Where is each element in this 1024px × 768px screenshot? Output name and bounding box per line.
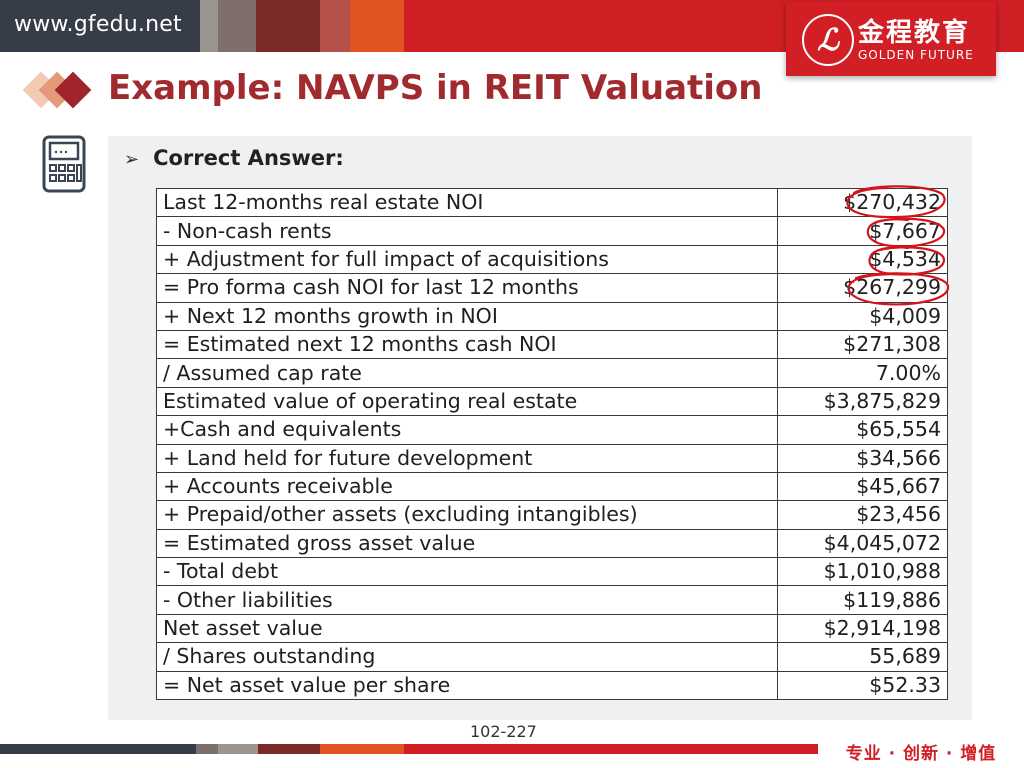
- row-label: - Other liabilities: [156, 585, 778, 615]
- row-label: = Estimated next 12 months cash NOI: [156, 329, 778, 360]
- bottom-banner: [0, 744, 1024, 754]
- answer-heading-text: Correct Answer:: [153, 146, 344, 170]
- arrow-bullet-icon: ➢: [124, 149, 140, 170]
- row-value: $52.33: [777, 670, 948, 701]
- table-row: = Estimated gross asset value $4,045,072: [156, 528, 948, 559]
- row-value: 7.00%: [777, 358, 948, 388]
- table-row: - Non-cash rents $7,667: [156, 216, 948, 246]
- table-row: + Next 12 months growth in NOI $4,009: [156, 301, 948, 331]
- banner-segment: [256, 0, 320, 52]
- logo-english-name: GOLDEN FUTURE: [858, 48, 974, 62]
- logo-emblem-icon: ℒ: [802, 14, 854, 66]
- logo-chinese-name: 金程教育: [858, 18, 971, 48]
- row-label: + Accounts receivable: [156, 471, 778, 502]
- site-url: www.gfedu.net: [14, 12, 182, 37]
- row-value: $23,456: [777, 500, 948, 530]
- calculator-icon: [42, 135, 86, 193]
- row-label: - Non-cash rents: [156, 216, 778, 246]
- table-row: + Adjustment for full impact of acquisit…: [156, 244, 948, 275]
- row-value: $34,566: [777, 443, 948, 473]
- row-value: $3,875,829: [777, 386, 948, 417]
- row-value: $45,667: [777, 471, 948, 502]
- row-value: $271,308: [777, 329, 948, 360]
- answer-heading: ➢ Correct Answer:: [124, 146, 344, 170]
- banner-segment: [320, 0, 350, 52]
- banner-segment: [320, 744, 404, 754]
- row-label: Estimated value of operating real estate: [156, 386, 778, 417]
- row-value: $2,914,198: [777, 613, 948, 644]
- row-label: = Pro forma cash NOI for last 12 months: [156, 273, 778, 303]
- table-row: Estimated value of operating real estate…: [156, 386, 948, 417]
- row-label: = Estimated gross asset value: [156, 528, 778, 559]
- table-row: / Assumed cap rate 7.00%: [156, 358, 948, 388]
- table-row: +Cash and equivalents $65,554: [156, 415, 948, 445]
- row-value: $4,045,072: [777, 528, 948, 559]
- row-label: / Shares outstanding: [156, 642, 778, 672]
- row-label: - Total debt: [156, 557, 778, 587]
- row-value: $270,432: [777, 187, 948, 218]
- row-label: / Assumed cap rate: [156, 358, 778, 388]
- row-value: $267,299: [777, 273, 948, 303]
- banner-segment: [196, 744, 218, 754]
- row-label: + Land held for future development: [156, 443, 778, 473]
- banner-segment: [0, 744, 196, 754]
- page-number: 102-227: [470, 722, 537, 741]
- row-value: $4,009: [777, 301, 948, 331]
- banner-segment: [218, 744, 258, 754]
- valuation-table: Last 12-months real estate NOI $270,432- …: [156, 187, 948, 701]
- table-row: Last 12-months real estate NOI $270,432: [156, 187, 948, 218]
- row-label: + Next 12 months growth in NOI: [156, 301, 778, 331]
- row-value: $7,667: [777, 216, 948, 246]
- table-row: = Estimated next 12 months cash NOI $271,…: [156, 329, 948, 360]
- row-label: Net asset value: [156, 613, 778, 644]
- row-value: $119,886: [777, 585, 948, 615]
- row-label: + Prepaid/other assets (excluding intang…: [156, 500, 778, 530]
- table-row: + Prepaid/other assets (excluding intang…: [156, 500, 948, 530]
- row-value: $4,534: [777, 244, 948, 275]
- diamond-bullet-icon: [22, 68, 92, 112]
- table-row: = Pro forma cash NOI for last 12 months $…: [156, 273, 948, 303]
- row-label: + Adjustment for full impact of acquisit…: [156, 244, 778, 275]
- banner-segment: [350, 0, 404, 52]
- table-row: = Net asset value per share $52.33: [156, 670, 948, 701]
- brand-logo: ℒ 金程教育 GOLDEN FUTURE: [786, 2, 996, 76]
- banner-segment: [0, 0, 200, 52]
- content-panel: ➢ Correct Answer: Last 12-months real est…: [108, 136, 972, 720]
- table-row: + Land held for future development $34,56…: [156, 443, 948, 473]
- table-row: - Total debt $1,010,988: [156, 557, 948, 587]
- table-row: Net asset value $2,914,198: [156, 613, 948, 644]
- row-label: Last 12-months real estate NOI: [156, 187, 778, 218]
- banner-segment: [218, 0, 256, 52]
- row-value: $1,010,988: [777, 557, 948, 587]
- row-label: = Net asset value per share: [156, 670, 778, 701]
- table-row: + Accounts receivable $45,667: [156, 471, 948, 502]
- row-label: +Cash and equivalents: [156, 415, 778, 445]
- table-row: - Other liabilities $119,886: [156, 585, 948, 615]
- table-row: / Shares outstanding 55,689: [156, 642, 948, 672]
- row-value: $65,554: [777, 415, 948, 445]
- row-value: 55,689: [777, 642, 948, 672]
- footer-slogan: 专业 · 创新 · 增值: [818, 734, 1024, 768]
- banner-segment: [258, 744, 320, 754]
- slide-title: Example: NAVPS in REIT Valuation: [108, 68, 763, 108]
- banner-segment: [200, 0, 218, 52]
